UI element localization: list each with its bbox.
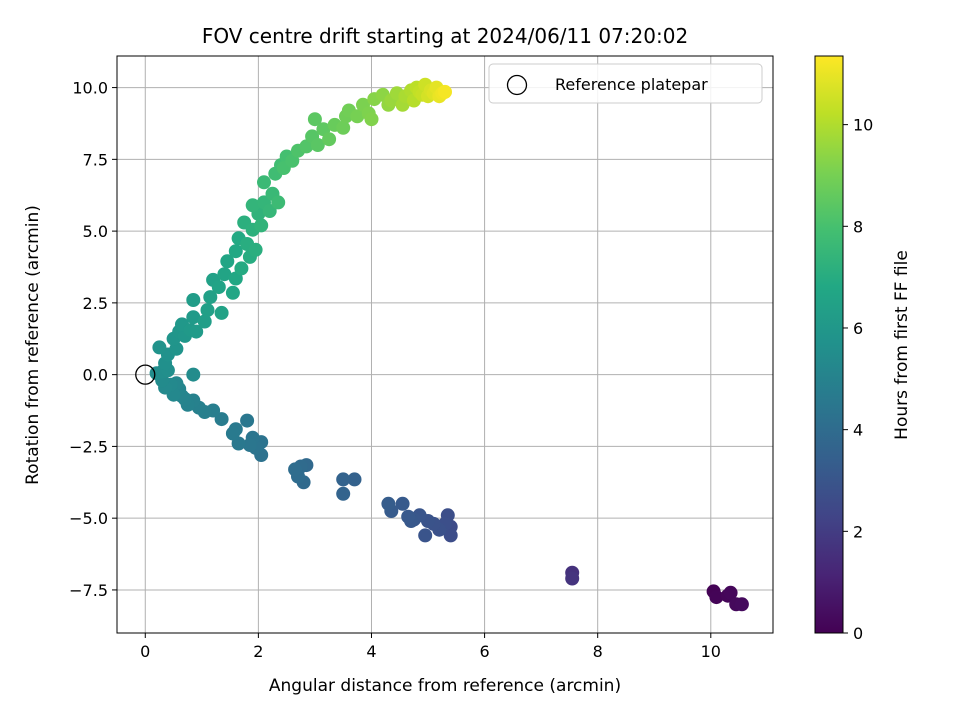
data-point (240, 413, 255, 428)
legend-label: Reference platepar (555, 75, 708, 94)
colorbar-label: Hours from first FF file (892, 250, 912, 440)
data-point (709, 590, 724, 605)
data-point (734, 597, 749, 612)
y-axis-ticks: −7.5 −5.0 −2.5 0.0 2.5 5.0 7.5 10.0 (69, 79, 117, 600)
colorbar-tick-label: 0 (853, 624, 863, 643)
data-point (271, 195, 286, 210)
y-tick-label: 0.0 (83, 366, 108, 385)
data-point (336, 472, 351, 487)
data-point (350, 109, 365, 124)
y-tick-label: −7.5 (69, 581, 108, 600)
y-tick-label: 10.0 (72, 79, 108, 98)
y-axis-label: Rotation from reference (arcmin) (23, 205, 43, 485)
data-point (211, 280, 226, 295)
data-point (364, 112, 379, 127)
data-point (322, 132, 337, 147)
data-point (254, 218, 269, 233)
data-point (228, 244, 243, 259)
y-tick-label: −2.5 (69, 437, 108, 456)
data-point (242, 438, 257, 452)
data-point (200, 303, 215, 318)
data-point (225, 426, 240, 441)
data-point (225, 285, 240, 300)
colorbar-tick-label: 2 (853, 522, 863, 541)
data-point (248, 242, 263, 257)
data-point (438, 84, 452, 99)
data-point (234, 261, 249, 276)
y-tick-label: 2.5 (83, 294, 108, 313)
data-point (443, 528, 458, 543)
data-point (310, 138, 325, 152)
data-point (723, 585, 738, 600)
x-axis-label: Angular distance from reference (arcmin) (269, 676, 621, 696)
data-point (565, 571, 580, 586)
x-tick-label: 6 (479, 642, 489, 661)
data-point (197, 314, 212, 329)
data-point (381, 496, 396, 511)
reference-marker-group (135, 364, 156, 385)
data-point (152, 340, 167, 355)
data-point (307, 112, 322, 127)
data-point (186, 367, 201, 382)
reference-platepar-marker (135, 364, 156, 385)
legend: Reference platepar (488, 63, 763, 104)
y-tick-label: 5.0 (83, 222, 108, 241)
colorbar-ticks: 0 2 4 6 8 10 (843, 116, 873, 643)
colorbar-tick-label: 6 (853, 319, 863, 338)
data-point (186, 293, 201, 307)
chart-title: FOV centre drift starting at 2024/06/11 … (202, 24, 688, 48)
x-tick-label: 4 (366, 642, 376, 661)
data-point (336, 120, 351, 135)
colorbar-gradient (814, 55, 844, 634)
data-points (149, 77, 749, 612)
data-point (217, 267, 232, 282)
data-point (220, 254, 235, 269)
data-point (203, 290, 218, 305)
data-point (186, 310, 201, 325)
data-point (214, 305, 229, 320)
colorbar-tick-label: 10 (853, 116, 873, 135)
data-point (189, 324, 204, 339)
data-point (395, 496, 410, 511)
data-point (257, 175, 271, 190)
x-tick-label: 0 (140, 642, 150, 661)
grid-lines (117, 56, 773, 633)
x-tick-label: 8 (593, 642, 603, 661)
x-tick-label: 2 (253, 642, 263, 661)
data-point (288, 462, 303, 477)
data-point (401, 509, 416, 524)
colorbar-tick-label: 4 (853, 421, 863, 440)
y-tick-label: 7.5 (83, 150, 108, 169)
data-point (262, 204, 277, 218)
y-tick-label: −5.0 (69, 509, 108, 528)
colorbar: 0 2 4 6 8 10 Hours from first FF file (814, 55, 912, 643)
x-axis-ticks: 0 2 4 6 8 10 (140, 633, 721, 661)
data-point (245, 198, 260, 213)
data-point (336, 486, 351, 501)
colorbar-tick-label: 8 (853, 217, 863, 236)
data-point (214, 412, 229, 427)
data-point (347, 472, 362, 487)
data-point (418, 528, 433, 543)
legend-reference-marker (506, 74, 528, 96)
plot-frame (116, 55, 774, 634)
legend-box (488, 63, 763, 104)
x-tick-label: 10 (701, 642, 721, 661)
